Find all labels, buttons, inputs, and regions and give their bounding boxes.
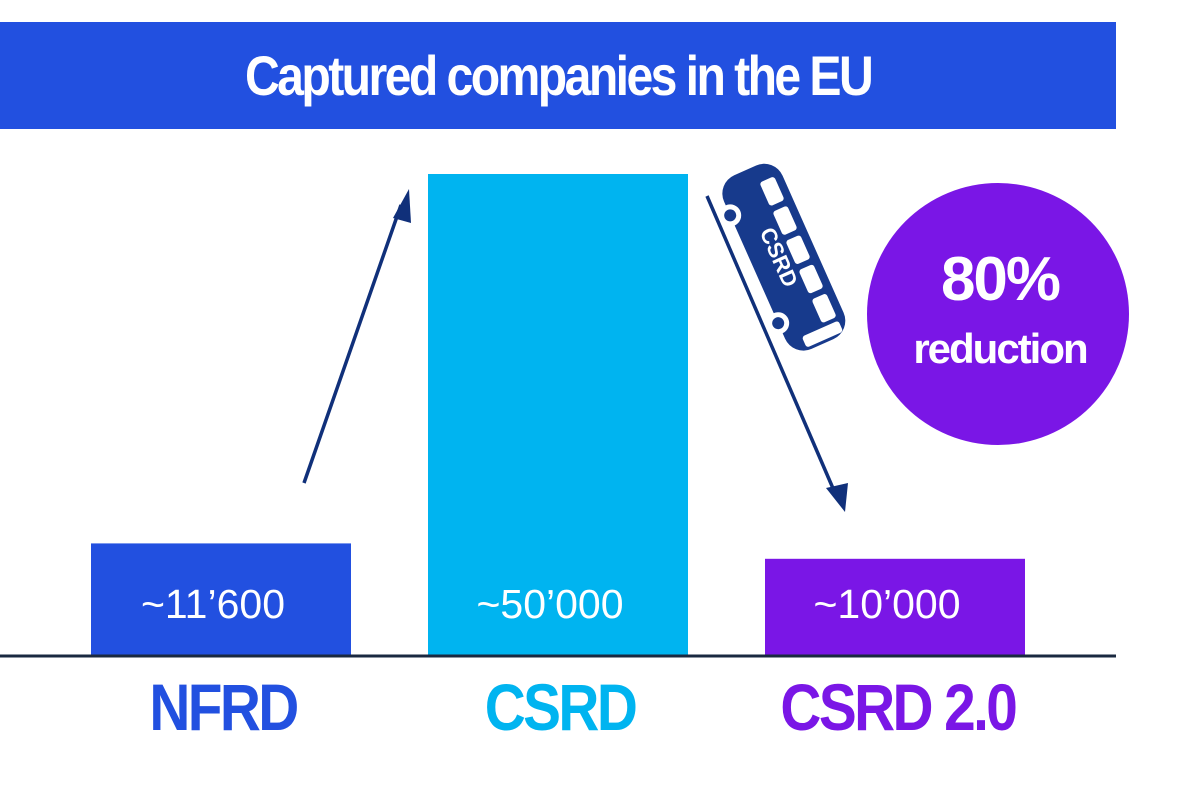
value-label-nfrd: ~11’600	[141, 581, 285, 627]
reduction-badge: 80% reduction	[867, 183, 1129, 445]
category-label-csrd-2-0: CSRD 2.0	[780, 671, 1015, 745]
title-bar: Captured companies in the EU	[0, 22, 1116, 129]
labels-layer: ~11’600 NFRD ~50’000 CSRD ~10’000 CSRD 2.0	[141, 581, 1018, 745]
category-label-nfrd: NFRD	[149, 671, 297, 745]
bus-icon: CSRD	[719, 163, 846, 351]
arrow-down-icon	[705, 195, 848, 512]
badge-text: reduction	[913, 325, 1087, 372]
bar-csrd	[428, 174, 688, 655]
value-label-csrd-2-0: ~10’000	[813, 581, 960, 627]
category-label-csrd: CSRD	[485, 671, 636, 745]
value-label-csrd: ~50’000	[476, 581, 623, 627]
bar-nfrd	[91, 543, 351, 655]
bar-csrd-2-0	[765, 558, 1025, 655]
chart-title: Captured companies in the EU	[244, 44, 874, 107]
arrow-up-icon	[302, 189, 411, 484]
bars-layer	[91, 174, 1025, 655]
badge-value: 80%	[941, 245, 1060, 314]
